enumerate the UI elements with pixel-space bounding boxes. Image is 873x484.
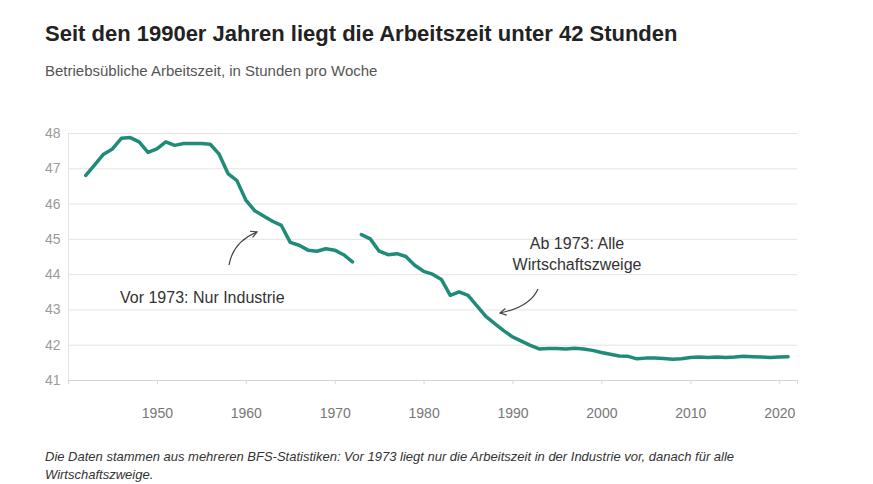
y-tick: 48 xyxy=(45,125,797,141)
plot-area xyxy=(86,138,788,360)
x-tick-mark xyxy=(335,380,336,384)
x-tick-label: 1980 xyxy=(409,405,440,421)
y-tick-label: 44 xyxy=(45,266,61,282)
y-axis: 41 42 43 44 45 46 47 48 xyxy=(45,125,797,388)
x-tick: 1990 xyxy=(497,380,528,421)
grid-line xyxy=(68,239,797,240)
x-tick-mark xyxy=(601,380,602,384)
x-tick-mark xyxy=(246,380,247,384)
grid-line xyxy=(68,133,797,134)
y-tick: 47 xyxy=(45,160,797,176)
line xyxy=(361,235,788,360)
x-tick: 2000 xyxy=(586,380,617,421)
x-tick: 2010 xyxy=(675,380,706,421)
y-axis-line xyxy=(69,134,798,381)
arrow xyxy=(500,289,538,313)
y-tick: 41 xyxy=(45,372,797,388)
x-tick: 1950 xyxy=(142,380,173,421)
y-tick: 42 xyxy=(45,337,797,353)
arrow xyxy=(229,232,257,265)
y-tick: 46 xyxy=(45,196,797,212)
y-tick-label: 43 xyxy=(45,301,61,317)
y-tick-label: 47 xyxy=(45,160,61,176)
y-tick-label: 46 xyxy=(45,196,61,212)
chart: Seit den 1990er Jahren liegt die Arbeits… xyxy=(0,0,873,484)
x-tick-mark xyxy=(779,380,780,384)
y-tick-label: 42 xyxy=(45,337,61,353)
line xyxy=(86,138,353,262)
x-tick-label: 1970 xyxy=(320,405,351,421)
arrow-head xyxy=(500,309,507,316)
grid-line xyxy=(68,345,797,346)
x-tick-mark xyxy=(424,380,425,384)
x-tick-label: 1990 xyxy=(497,405,528,421)
annotation: Vor 1973: Nur Industrie xyxy=(120,289,285,306)
subtitle: Betriebsübliche Arbeitszeit, in Stunden … xyxy=(45,62,377,79)
x-tick-mark xyxy=(690,380,691,384)
x-axis-line xyxy=(69,381,798,385)
y-tick-label: 45 xyxy=(45,231,61,247)
grid-line xyxy=(68,309,797,310)
x-tick: 1970 xyxy=(320,380,351,421)
x-tick: 1960 xyxy=(231,380,262,421)
y-tick-label: 41 xyxy=(45,372,61,388)
x-tick: 2020 xyxy=(764,380,795,421)
x-tick-mark xyxy=(157,380,158,384)
arrow-head xyxy=(250,231,257,237)
x-tick-label: 1960 xyxy=(231,405,262,421)
x-tick: 1980 xyxy=(409,380,440,421)
grid-line xyxy=(68,204,797,205)
x-tick-label: 2010 xyxy=(675,405,706,421)
x-axis: 1950 1960 1970 1980 1990 2000 2010 2020 xyxy=(69,380,798,421)
x-tick-label: 2000 xyxy=(586,405,617,421)
grid-line xyxy=(68,168,797,169)
annotations: Vor 1973: Nur Industrie Ab 1973: AlleWirt… xyxy=(120,231,642,315)
x-tick-label: 1950 xyxy=(142,405,173,421)
x-tick-label: 2020 xyxy=(764,405,795,421)
y-tick: 45 xyxy=(45,231,797,247)
title: Seit den 1990er Jahren liegt die Arbeits… xyxy=(45,21,677,46)
y-tick-label: 48 xyxy=(45,125,61,141)
annotation: Ab 1973: AlleWirtschaftszweige xyxy=(513,235,642,273)
note: Die Daten stammen aus mehreren BFS-Stati… xyxy=(45,449,734,482)
x-tick-mark xyxy=(513,380,514,384)
